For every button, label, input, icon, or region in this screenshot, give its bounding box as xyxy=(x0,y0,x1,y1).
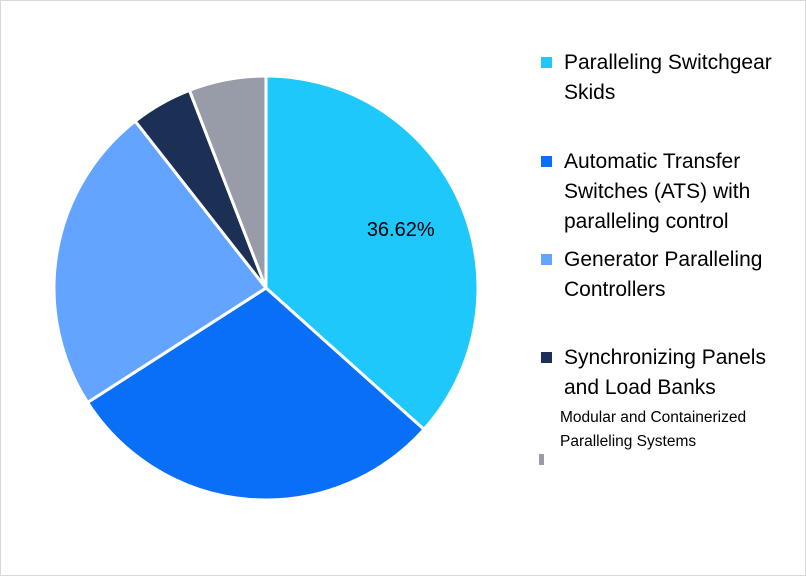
legend-label: Synchronizing Panels and Load Banks xyxy=(564,346,766,399)
pie-slice-2 xyxy=(52,119,268,404)
legend-label: Automatic Transfer Switches (ATS) with p… xyxy=(564,150,751,233)
legend-item-generator-paralleling-controllers: Generator Paralleling Controllers xyxy=(541,245,794,305)
legend-swatch xyxy=(541,352,552,363)
legend-swatch xyxy=(541,254,552,265)
data-label: 36.62% xyxy=(367,219,435,241)
legend-item-synchronizing-panels: Synchronizing Panels and Load Banks xyxy=(541,343,794,403)
legend-item-automatic-transfer-switches: Automatic Transfer Switches (ATS) with p… xyxy=(541,147,794,237)
legend-item-modular-containerized: Modular and Containerized Paralleling Sy… xyxy=(539,406,790,465)
legend-swatch xyxy=(541,57,552,68)
legend-swatch xyxy=(539,454,544,465)
legend-item-paralleling-switchgear-skids: Paralleling Switchgear Skids xyxy=(541,48,794,108)
pie-slice-1 xyxy=(86,286,426,502)
legend-label: Generator Paralleling Controllers xyxy=(564,248,763,301)
legend-label: Modular and Containerized Paralleling Sy… xyxy=(560,409,747,450)
legend-swatch xyxy=(541,156,552,167)
legend-label: Paralleling Switchgear Skids xyxy=(564,51,772,104)
pie-slice-4 xyxy=(187,74,268,290)
pie-slice-0 xyxy=(264,74,480,431)
